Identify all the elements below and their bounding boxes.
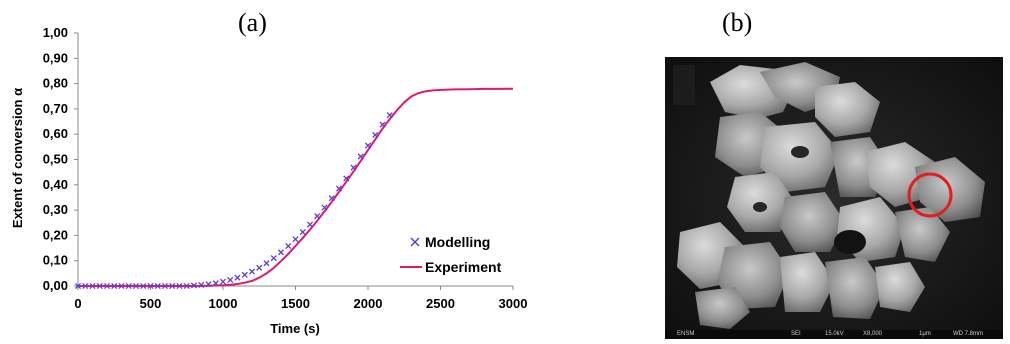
- sem-label-scale: 1μm: [919, 331, 931, 337]
- data-point-modelling: [379, 121, 386, 128]
- data-point-modelling: [328, 195, 335, 202]
- data-point-modelling: [154, 282, 161, 290]
- data-point-modelling: [321, 204, 328, 211]
- panel-label-b: (b): [722, 8, 753, 37]
- x-tick-label: 1000: [209, 296, 238, 311]
- data-point-modelling: [270, 255, 277, 262]
- data-point-modelling: [140, 282, 147, 290]
- data-point-modelling: [169, 282, 176, 290]
- x-tick-label: 500: [140, 296, 162, 311]
- sem-micrograph: ENSM SEI 15.0kV X8,000 1μm WD 7.8mm: [665, 57, 1003, 339]
- data-point-modelling: [343, 175, 350, 182]
- data-point-modelling: [183, 282, 190, 290]
- x-tick-label: 2500: [426, 296, 455, 311]
- data-point-modelling: [96, 282, 103, 290]
- series-line-experiment: [78, 87, 514, 287]
- data-point-modelling: [89, 282, 96, 290]
- data-point-modelling: [285, 242, 292, 250]
- x-tick-label: 0: [74, 296, 81, 311]
- y-tick-label: 0,20: [43, 227, 68, 242]
- data-point-modelling: [357, 153, 364, 160]
- data-point-modelling: [292, 236, 299, 243]
- data-point-modelling: [212, 280, 219, 287]
- chart-legend: Modelling Experiment: [400, 234, 502, 275]
- data-point-modelling: [103, 282, 111, 290]
- conversion-chart: 0,00 0,10 0,20 0,30 0,40 0,50 0,60 0,70 0,80 0,90…: [10, 25, 528, 336]
- data-point-modelling: [350, 164, 357, 171]
- data-point-modelling: [111, 282, 118, 290]
- data-point-modelling: [335, 185, 343, 192]
- data-point-modelling: [372, 131, 379, 139]
- sem-image: [665, 57, 1003, 339]
- data-point-modelling: [161, 282, 169, 290]
- data-point-modelling: [299, 229, 306, 236]
- y-tick-label: 1,00: [43, 25, 68, 40]
- sem-info-bar: ENSM SEI 15.0kV X8,000 1μm WD 7.8mm: [665, 330, 1003, 339]
- data-point-modelling: [277, 249, 285, 256]
- y-tick-label: 0,70: [43, 101, 68, 116]
- data-point-modelling: [386, 112, 393, 119]
- chart-series: [74, 87, 514, 290]
- data-point-modelling: [219, 278, 227, 285]
- data-point-modelling: [364, 142, 372, 149]
- data-point-modelling: [118, 282, 125, 290]
- data-point-modelling: [132, 282, 140, 290]
- y-tick-label: 0,30: [43, 202, 68, 217]
- chart-ticks: 0,00 0,10 0,20 0,30 0,40 0,50 0,60 0,70 0,80 0,90…: [43, 25, 528, 311]
- data-point-modelling: [198, 281, 205, 289]
- y-tick-label: 0,80: [43, 76, 68, 91]
- legend-label-experiment: Experiment: [425, 259, 502, 275]
- data-point-modelling: [234, 274, 241, 281]
- data-point-modelling: [205, 281, 212, 288]
- sem-label-wd: WD 7.8mm: [953, 331, 983, 337]
- data-point-modelling: [125, 282, 132, 290]
- y-tick-label: 0,50: [43, 152, 68, 167]
- legend-label-modelling: Modelling: [425, 234, 490, 250]
- data-point-modelling: [248, 268, 256, 275]
- highlight-circle: [907, 172, 953, 218]
- x-tick-label: 3000: [499, 296, 528, 311]
- data-point-modelling: [263, 260, 270, 267]
- sem-label-voltage: 15.0kV: [825, 331, 844, 337]
- particle-agglomerate: [677, 62, 985, 329]
- y-tick-label: 0,60: [43, 126, 68, 141]
- x-axis-label: Time (s): [270, 321, 320, 336]
- data-point-modelling: [74, 282, 82, 290]
- y-tick-label: 0,90: [43, 50, 68, 65]
- legend-marker-modelling: [410, 237, 420, 247]
- x-tick-label: 1500: [281, 296, 310, 311]
- data-point-modelling: [241, 271, 248, 278]
- y-tick-label: 0,00: [43, 278, 68, 293]
- data-point-modelling: [82, 282, 89, 290]
- data-point-modelling: [227, 276, 234, 283]
- sem-label-magnification: X8,000: [863, 331, 883, 337]
- data-point-modelling: [176, 282, 183, 290]
- data-point-modelling: [256, 264, 263, 271]
- data-point-modelling: [314, 213, 321, 220]
- y-tick-label: 0,40: [43, 177, 68, 192]
- y-tick-label: 0,10: [43, 253, 68, 268]
- y-axis-label: Extent of conversion α: [10, 88, 25, 228]
- panel-label-a: (a): [238, 8, 267, 37]
- data-point-modelling: [190, 282, 198, 289]
- sem-label-lab: ENSM: [677, 331, 695, 337]
- data-point-modelling: [147, 282, 154, 290]
- data-point-modelling: [306, 221, 314, 228]
- sem-label-mode: SEI: [791, 331, 801, 337]
- x-tick-label: 2000: [354, 296, 383, 311]
